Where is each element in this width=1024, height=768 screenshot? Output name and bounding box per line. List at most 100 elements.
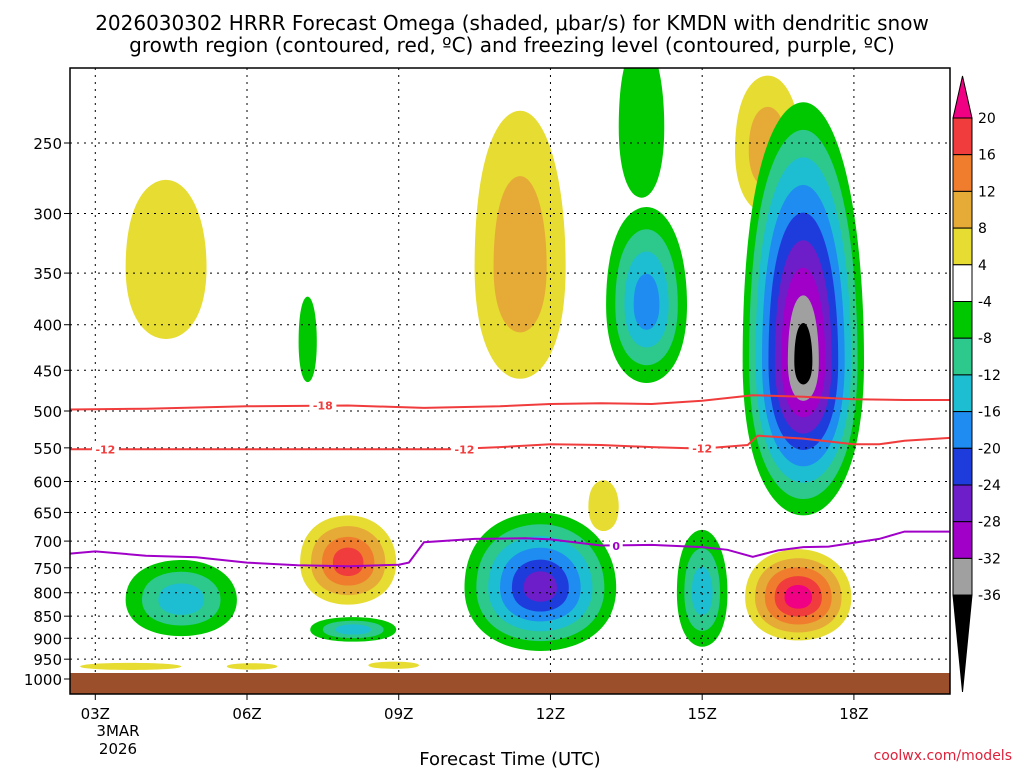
contour-label-dgz-bottom-0: -12	[95, 443, 115, 456]
contour-label-freezing-level-0: 0	[612, 540, 620, 553]
x-tick-label-4: 15Z	[687, 705, 716, 723]
omega-contour-low-yellow-08z-16	[332, 547, 364, 576]
omega-cell-yellow-upper-left	[125, 179, 207, 339]
contour-label-bg-freezing-level-0	[609, 539, 623, 554]
x-tick-label-2: 09Z	[384, 705, 413, 723]
omega-contour-low-green-12z-m24	[523, 571, 557, 602]
chart-title-line2: growth region (contoured, red, ºC) and f…	[129, 33, 895, 57]
omega-cell-pink-17z	[745, 549, 852, 641]
colorbar-box-5	[952, 264, 973, 302]
contour-label-bg-dgz-bottom-1	[450, 442, 478, 457]
contour-label-bg-dgz-bottom-2	[688, 441, 716, 456]
colorbar-label-3: 8	[978, 221, 987, 237]
x-tick-label-3: 12Z	[536, 705, 565, 723]
omega-contour-strong-ascent-17z-m36	[794, 322, 813, 385]
omega-contour-yellow-sfc-09z-4	[368, 661, 419, 669]
colorbar-box-9	[952, 411, 973, 449]
omega-contour-upper-core-11z-8	[493, 176, 547, 333]
plot-frame	[69, 67, 951, 695]
colorbar-label-12: -32	[978, 551, 1001, 567]
omega-cell-strong-ascent-17z	[742, 102, 865, 516]
omega-cell-low-green-12z	[464, 512, 617, 651]
x-axis-label: Forecast Time (UTC)	[419, 749, 600, 768]
omega-cell-low-yellow-08z	[300, 515, 397, 605]
colorbar-box-13	[952, 557, 973, 596]
omega-contour-green-small-07z-m4	[298, 296, 317, 383]
x-tick-label-1: 06Z	[232, 705, 261, 723]
omega-cell-upper-green-14z	[618, 68, 665, 198]
omega-contour-low-green-08z-m12	[335, 624, 371, 635]
omega-shading	[80, 68, 865, 671]
omega-cell-yellow-sfc-06z	[226, 663, 278, 670]
colorbar-arrow-top	[952, 75, 973, 119]
contour-dgz-bottom	[70, 434, 951, 451]
ground-below-surface	[70, 673, 950, 694]
colorbar-label-4: 4	[978, 258, 987, 274]
colorbar-box-3	[952, 190, 973, 229]
omega-contour-upper-green-14z-b-m16	[633, 273, 660, 330]
colorbar: 20 16 12 8 4 -4 -8 -12 -16 -20 -24 -28 -32 -36	[952, 75, 1001, 693]
contour-label-bg-dgz-top-0	[309, 398, 337, 413]
x-tick-label-0: 03Z	[81, 705, 110, 723]
omega-cell-low-green-05z	[125, 559, 237, 637]
colorbar-label-10: -24	[978, 478, 1001, 494]
omega-cell-upper-green-14z-b	[606, 206, 688, 383]
x-date-label-year: 2026	[99, 740, 137, 758]
colorbar-label-1: 16	[978, 148, 996, 164]
colorbar-box-1	[952, 117, 973, 156]
omega-contour-yellow-upper-left-4	[125, 179, 207, 339]
colorbar-label-5: -4	[978, 295, 992, 311]
omega-cell-green-15z	[676, 529, 728, 647]
y-tick-label-650: 650	[33, 504, 62, 522]
contour-label-dgz-bottom-2: -12	[692, 443, 712, 456]
colorbar-label-0: 20	[978, 111, 996, 127]
contour-freezing-level	[69, 530, 950, 568]
colorbar-box-10	[952, 447, 973, 486]
colorbar-box-4	[952, 227, 973, 266]
chart-title-line1: 2026030302 HRRR Forecast Omega (shaded, …	[95, 11, 929, 35]
colorbar-label-8: -16	[978, 405, 1001, 421]
colorbar-box-7	[952, 337, 973, 376]
omega-contour-green-15z-m12	[691, 566, 713, 615]
credit-text: coolwx.com/models	[874, 748, 1012, 764]
omega-cell-yellow-sfc-09z	[368, 661, 419, 669]
omega-contour-yellow-13z-4	[588, 480, 619, 532]
colorbar-box-8	[952, 374, 973, 413]
y-tick-label-400: 400	[33, 317, 62, 335]
omega-contour-low-green-05z-m12	[158, 583, 205, 615]
contour-label-bg-dgz-bottom-0	[91, 442, 119, 457]
omega-cell-yellow-13z	[588, 480, 619, 532]
y-tick-label-700: 700	[33, 533, 62, 551]
omega-contour-yellow-sfc-03z-4	[80, 662, 182, 671]
y-tick-label-800: 800	[33, 585, 62, 603]
contour-lines: -18 -12 -12 -12 0	[69, 394, 951, 568]
x-tick-label-5: 18Z	[839, 705, 868, 723]
y-tick-label-600: 600	[33, 473, 62, 491]
gridlines	[70, 68, 950, 673]
y-tick-label-750: 750	[33, 560, 62, 578]
omega-contour-pink-17z-20	[784, 585, 813, 609]
colorbar-label-6: -8	[978, 331, 992, 347]
plot-area: -18 -12 -12 -12 0	[69, 67, 951, 695]
colorbar-box-2	[952, 154, 973, 192]
y-tick-label-950: 950	[33, 651, 62, 669]
y-tick-label-500: 500	[33, 403, 62, 421]
y-axis: 250 300 350 400 450 500 550 600 650 700 750 800 850 9…	[24, 135, 70, 689]
y-tick-label-1000: 1000	[24, 671, 62, 689]
x-date-label-month: 3MAR	[96, 722, 139, 740]
colorbar-box-12	[952, 521, 973, 559]
colorbar-label-13: -36	[978, 588, 1001, 604]
omega-cell-low-green-08z	[310, 617, 397, 642]
omega-cell-yellow-sfc-03z	[80, 662, 182, 671]
colorbar-box-11	[952, 484, 973, 523]
y-tick-label-850: 850	[33, 608, 62, 626]
x-axis: 3MAR 2026 03Z 06Z 09Z 12Z 15Z 18Z	[81, 694, 869, 758]
y-tick-label-350: 350	[33, 265, 62, 283]
omega-contour-yellow-sfc-06z-4	[226, 663, 278, 670]
colorbar-label-2: 12	[978, 184, 996, 200]
omega-cell-upper-core-11z	[474, 110, 566, 379]
colorbar-label-9: -20	[978, 441, 1001, 457]
y-tick-label-250: 250	[33, 135, 62, 153]
colorbar-label-11: -28	[978, 515, 1001, 531]
